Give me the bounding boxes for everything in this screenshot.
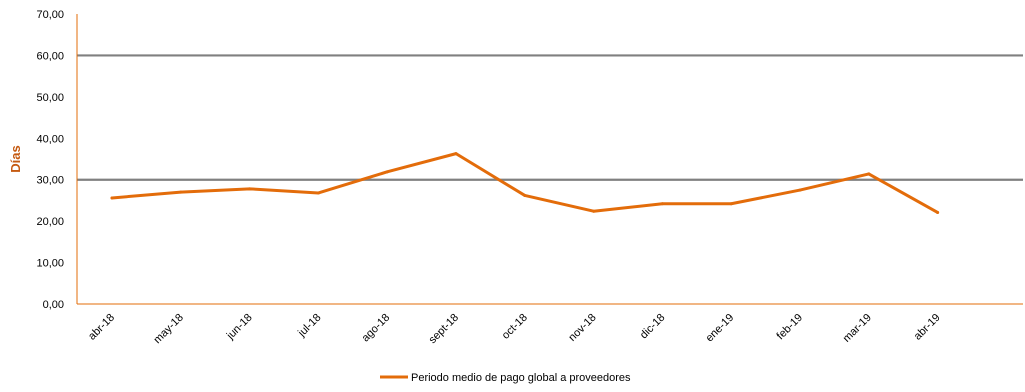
series-line <box>110 152 940 214</box>
data-point <box>316 191 320 195</box>
y-axis-label: Días <box>8 145 23 172</box>
x-tick-label: nov-18 <box>566 312 598 344</box>
data-point <box>179 190 183 194</box>
x-tick-label: abr-18 <box>86 312 117 343</box>
y-tick-label: 0,00 <box>43 299 64 311</box>
data-point <box>110 196 114 200</box>
reference-lines <box>77 54 1023 181</box>
x-tick-label: dic-18 <box>638 312 668 342</box>
data-point <box>385 170 389 174</box>
x-tick-label: sept-18 <box>427 312 461 346</box>
x-tick-label: may-18 <box>151 312 185 346</box>
y-tick-label: 40,00 <box>36 133 64 145</box>
x-tick-label: feb-19 <box>775 312 806 343</box>
x-tick-label: abr-19 <box>912 312 943 343</box>
x-tick-label: ene-19 <box>704 312 737 345</box>
y-tick-label: 50,00 <box>36 92 64 104</box>
data-point <box>660 202 664 206</box>
legend-label: Periodo medio de pago global a proveedor… <box>411 372 631 384</box>
x-tick-label: mar-19 <box>841 312 874 345</box>
y-axis-ticks: 0,00 10,00 20,00 30,00 40,00 50,00 60,00 70,00 <box>36 9 64 311</box>
x-tick-label: ago-18 <box>360 312 393 345</box>
legend: Periodo medio de pago global a proveedor… <box>380 372 631 384</box>
data-point <box>523 193 527 197</box>
data-point <box>248 187 252 191</box>
data-point <box>454 152 458 156</box>
y-tick-label: 70,00 <box>36 9 64 21</box>
x-axis-ticks: abr-18 may-18 jun-18 jul-18 ago-18 sept-18 oct… <box>86 312 943 346</box>
x-tick-label: jun-18 <box>224 312 255 343</box>
data-point <box>798 188 802 192</box>
axes <box>76 14 1023 305</box>
data-point <box>592 209 596 213</box>
x-tick-label: jul-18 <box>295 312 323 340</box>
data-point <box>729 202 733 206</box>
series-layer <box>110 152 940 214</box>
y-tick-label: 30,00 <box>36 175 64 187</box>
data-point <box>936 210 940 214</box>
y-tick-label: 60,00 <box>36 50 64 62</box>
y-tick-label: 10,00 <box>36 258 64 270</box>
y-tick-label: 20,00 <box>36 216 64 228</box>
data-point <box>867 172 871 176</box>
x-tick-label: oct-18 <box>500 312 530 342</box>
